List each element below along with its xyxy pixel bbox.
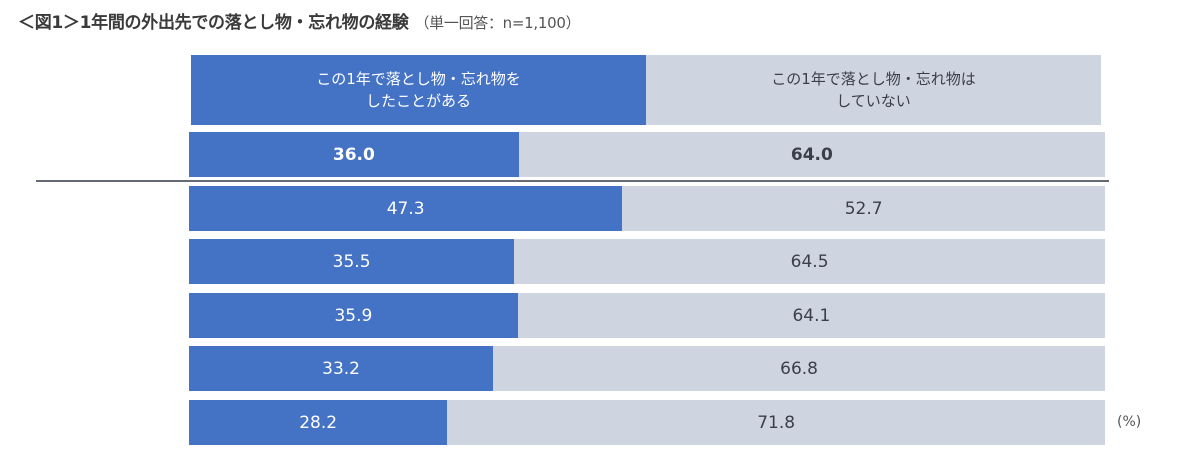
bar-segment-not-experienced: 66.8	[493, 346, 1105, 391]
bar-row: 35.5 64.5	[189, 239, 1105, 284]
legend-b-line1: この1年で落とし物・忘れ物は	[771, 70, 976, 88]
legend-header-not-experienced: この1年で落とし物・忘れ物は していない	[646, 55, 1101, 125]
bar-segment-experienced: 33.2	[189, 346, 494, 391]
bar-row: 28.2 71.8	[189, 400, 1105, 445]
legend-header-experienced: この1年で落とし物・忘れ物を したことがある	[191, 55, 646, 125]
bar-segment-experienced: 35.5	[189, 239, 515, 284]
bar-segment-not-experienced: 64.0	[518, 132, 1105, 177]
bar-segment-experienced: 36.0	[189, 132, 519, 177]
bar-row: 47.3 52.7	[189, 186, 1105, 231]
legend-a-line1: この1年で落とし物・忘れ物を	[316, 70, 521, 88]
bar-segment-not-experienced: 64.5	[514, 239, 1105, 284]
chart-title-main: ＜図1＞1年間の外出先での落とし物・忘れ物の経験	[18, 13, 409, 33]
bar-row: 33.2 66.8	[189, 346, 1105, 391]
bar-segment-not-experienced: 64.1	[517, 293, 1105, 338]
bar-segment-experienced: 35.9	[189, 293, 518, 338]
bar-row-total: 36.0 64.0	[189, 132, 1105, 177]
bar-row: 35.9 64.1	[189, 293, 1105, 338]
bar-segment-experienced: 47.3	[189, 186, 623, 231]
total-divider-line	[36, 180, 1109, 182]
legend-b-line2: していない	[836, 92, 911, 110]
bar-segment-not-experienced: 71.8	[447, 400, 1105, 445]
chart-title: ＜図1＞1年間の外出先での落とし物・忘れ物の経験 （単一回答：n=1,100）	[18, 8, 581, 33]
unit-label: (%)	[1117, 414, 1142, 430]
legend-a-line2: したことがある	[365, 92, 471, 110]
chart-title-sub: （単一回答：n=1,100）	[414, 14, 581, 32]
bar-segment-experienced: 28.2	[189, 400, 448, 445]
bar-segment-not-experienced: 52.7	[622, 186, 1105, 231]
